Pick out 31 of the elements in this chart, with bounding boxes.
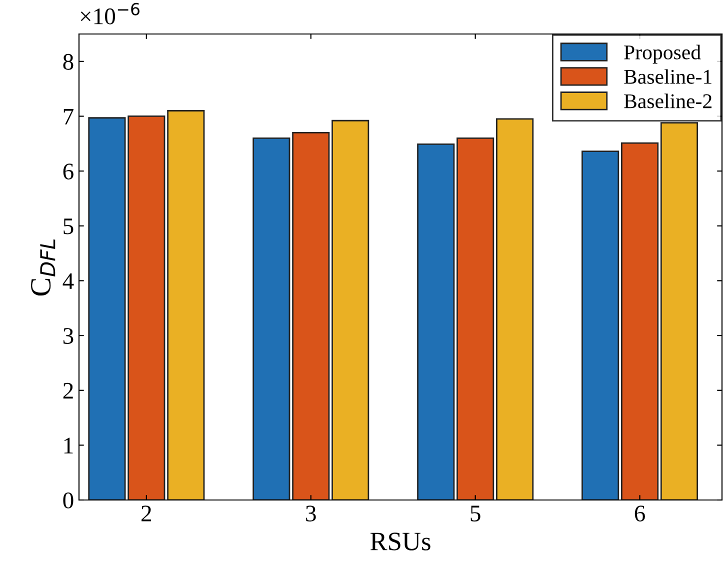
x-tick-label: 6 (634, 506, 645, 522)
bar (582, 150, 620, 500)
y-tick-label: 0 (63, 492, 74, 508)
x-tick-label: 5 (470, 506, 480, 522)
text: ×10$^{−6}$ (80, 2, 140, 24)
y-tick-label: 2 (63, 382, 73, 399)
y-tick-label: 6 (63, 164, 74, 180)
y-axis-title: C$_{DFL}$ (31, 239, 56, 296)
y-tick-label: 3 (63, 328, 74, 344)
bar (128, 116, 166, 500)
legend-label: Proposed (624, 44, 701, 64)
y-tick-label: 8 (63, 54, 74, 70)
bar (332, 120, 370, 500)
legend-label: Baseline-2 (624, 94, 712, 108)
y-tick-label: 4 (62, 273, 74, 289)
bar (252, 137, 290, 500)
x-tick-label: 3 (306, 506, 316, 522)
y-tick-label: 5 (64, 218, 74, 234)
bar (417, 144, 455, 500)
y-tick-label: 1 (64, 438, 73, 454)
bar (88, 117, 126, 500)
x-axis-title: RSUs (370, 532, 430, 550)
x-tick-label: 2 (142, 506, 152, 522)
bar (496, 118, 534, 500)
bar (167, 110, 205, 500)
y-tick-label: 7 (64, 108, 74, 124)
bar (456, 137, 494, 500)
bar (660, 122, 698, 500)
legend-label: Baseline-1 (624, 69, 712, 84)
bar (292, 132, 330, 500)
bar (620, 142, 659, 500)
